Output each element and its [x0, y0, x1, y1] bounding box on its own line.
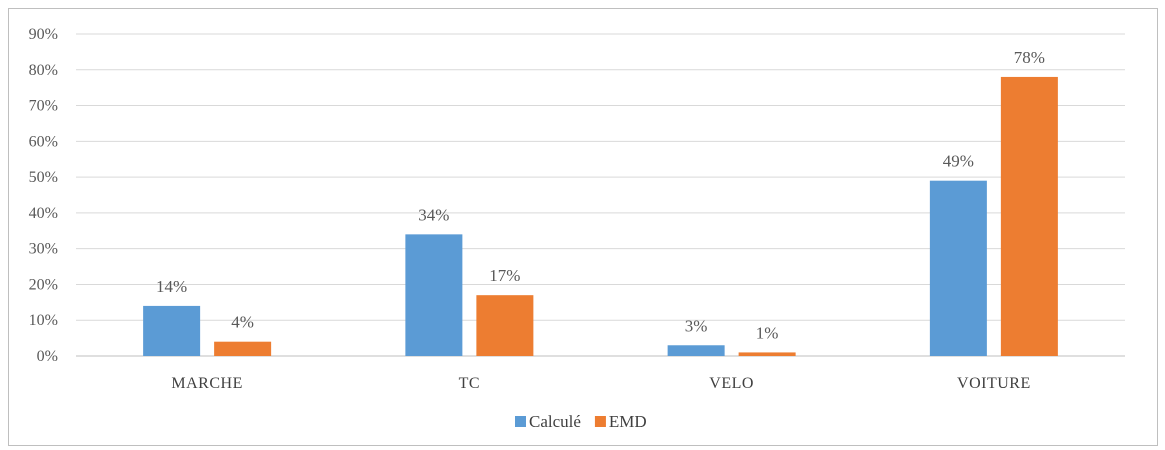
data-labels: 14% 4% 34% 17% 3% 1% 49% 78%	[156, 48, 1045, 342]
legend-swatch	[594, 416, 606, 427]
bar	[214, 341, 272, 356]
bar	[405, 234, 463, 356]
legend-swatch	[515, 416, 526, 427]
data-label: 49%	[943, 152, 974, 171]
x-tick-label: VELO	[709, 375, 754, 392]
data-label: 4%	[231, 313, 254, 332]
data-label: 1%	[756, 323, 779, 342]
x-axis-categories: MARCHE TC VELO VOITURE	[171, 375, 1030, 392]
y-tick-label: 10%	[29, 312, 58, 329]
x-tick-label: TC	[459, 375, 480, 392]
bar	[143, 305, 201, 356]
y-tick-label: 0%	[37, 348, 58, 365]
x-tick-label: VOITURE	[957, 375, 1031, 392]
bar	[476, 295, 534, 356]
data-label: 17%	[489, 266, 520, 285]
bar	[667, 345, 725, 356]
legend: Calculé EMD	[515, 412, 647, 431]
y-tick-label: 60%	[29, 133, 58, 150]
y-tick-label: 70%	[29, 98, 58, 115]
y-tick-label: 40%	[29, 205, 58, 222]
data-label: 34%	[418, 205, 449, 224]
data-label: 3%	[685, 316, 708, 335]
y-tick-label: 30%	[29, 241, 58, 258]
x-tick-label: MARCHE	[171, 375, 242, 392]
y-tick-label: 50%	[29, 169, 58, 186]
bar	[738, 352, 796, 356]
data-label: 78%	[1014, 48, 1045, 67]
y-axis-ticks: 0% 10% 20% 30% 40% 50% 60% 70% 80% 90%	[29, 26, 58, 365]
bars	[143, 76, 1058, 356]
bar	[929, 180, 987, 356]
legend-label: Calculé	[529, 412, 581, 431]
y-tick-label: 90%	[29, 26, 58, 43]
bar	[1000, 76, 1058, 356]
data-label: 14%	[156, 277, 187, 296]
y-tick-label: 80%	[29, 62, 58, 79]
legend-label: EMD	[609, 412, 647, 431]
y-tick-label: 20%	[29, 276, 58, 293]
